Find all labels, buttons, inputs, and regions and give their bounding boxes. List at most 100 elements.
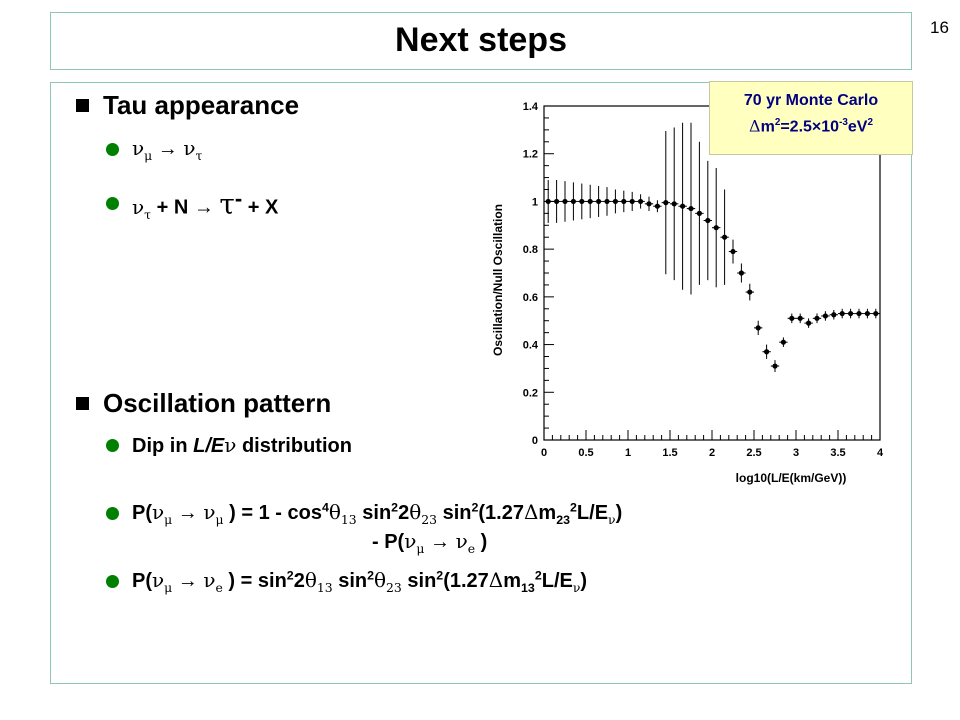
point-marker: [638, 198, 644, 205]
formula-cont: - P(νμ → νe ): [372, 529, 488, 556]
point-marker: [579, 198, 585, 205]
data-point: [838, 308, 847, 319]
dot-bullet-icon: [106, 507, 119, 520]
point-marker: [671, 201, 677, 207]
point-marker: [873, 310, 879, 317]
data-point: [644, 196, 654, 211]
bullet-tau-appearance: Tau appearance: [76, 90, 299, 121]
bullet-formula-mue: P(νμ → νe ) = sin22θ13 sin2θ23 sin2(1.27…: [106, 568, 587, 595]
point-marker: [587, 198, 593, 205]
monte-carlo-annotation: 70 yr Monte Carlo Δm2=2.5×10-3eV2: [709, 81, 913, 155]
y-tick-label: 0.4: [523, 340, 539, 352]
data-point: [779, 337, 788, 347]
square-bullet-icon: [76, 99, 89, 112]
bullet-numu-to-nutau: νμ → ντ: [106, 136, 202, 163]
x-tick-label: 3: [793, 447, 799, 459]
y-tick-label: 1.4: [523, 101, 539, 113]
annotation-line2: Δm2=2.5×10-3eV2: [749, 116, 873, 136]
x-tick-label: 4: [877, 447, 884, 459]
data-point: [720, 189, 729, 285]
bullet-tau-production: ντ + N → τ- + X: [106, 186, 278, 222]
point-marker: [680, 203, 686, 209]
y-tick-label: 0: [532, 435, 538, 447]
tau-heading: Tau appearance: [103, 90, 300, 120]
y-tick-label: 0.8: [523, 244, 538, 256]
data-point: [552, 179, 561, 223]
data-point: [695, 141, 704, 285]
y-tick-label: 0.6: [523, 292, 538, 304]
y-tick-label: 0.2: [523, 387, 538, 399]
dot-bullet-icon: [106, 575, 119, 588]
annotation-line1: 70 yr Monte Carlo: [743, 92, 879, 109]
point-marker: [696, 210, 702, 216]
x-tick-label: 0: [541, 447, 547, 459]
title-box: Next steps: [50, 12, 912, 70]
point-marker: [755, 325, 761, 331]
data-point: [670, 127, 679, 281]
data-point: [678, 122, 687, 290]
formula-continuation: - P(νμ → νe ): [372, 529, 487, 556]
data-point: [829, 309, 838, 320]
point-marker: [713, 225, 719, 231]
data-point: [770, 360, 780, 373]
dip-text: Dip in L/Eν distribution: [132, 433, 352, 457]
x-tick-label: 2: [709, 447, 715, 459]
formula-mue: P(νμ → νe ) = sin22θ13 sin2θ23 sin2(1.27…: [132, 568, 588, 595]
point-marker: [554, 198, 560, 205]
point-marker: [780, 339, 786, 345]
data-point: [737, 263, 746, 283]
point-marker: [839, 310, 845, 317]
data-point: [796, 313, 805, 324]
point-marker: [772, 363, 778, 369]
data-point: [712, 168, 721, 288]
dot-bullet-icon: [106, 197, 119, 211]
dot-bullet-icon: [106, 439, 119, 452]
x-tick-label: 1.5: [662, 447, 677, 459]
point-marker: [856, 310, 862, 317]
y-axis-label: Oscillation/Null Oscillation: [491, 204, 505, 356]
point-marker: [789, 315, 795, 321]
data-point: [745, 283, 754, 301]
point-marker: [545, 198, 551, 205]
data-point: [586, 184, 595, 219]
data-point: [560, 181, 570, 222]
point-marker: [596, 198, 602, 205]
data-point: [686, 122, 696, 295]
bullet-oscillation-pattern: Oscillation pattern: [76, 388, 331, 419]
data-point: [871, 308, 880, 319]
point-marker: [822, 313, 828, 319]
data-point: [661, 131, 670, 275]
data-point: [821, 311, 830, 321]
point-marker: [663, 200, 669, 206]
point-marker: [806, 320, 812, 326]
bullet-formula-mumu: P(νμ → νμ ) = 1 - cos4θ13 sin22θ23 sin2(…: [106, 500, 622, 527]
point-marker: [562, 198, 568, 205]
data-point: [602, 187, 612, 216]
data-point: [762, 344, 771, 359]
point-marker: [747, 289, 753, 295]
point-marker: [797, 315, 803, 321]
data-point: [863, 308, 872, 319]
content-box: [50, 82, 912, 684]
data-point: [728, 239, 738, 264]
point-marker: [621, 198, 627, 205]
formula-mumu: P(νμ → νμ ) = 1 - cos4θ13 sin22θ23 sin2(…: [132, 500, 623, 527]
data-point: [619, 190, 628, 213]
data-point: [812, 313, 822, 324]
point-marker: [730, 248, 736, 255]
square-bullet-icon: [76, 397, 89, 410]
slide-title: Next steps: [395, 21, 567, 59]
point-marker: [688, 205, 694, 212]
x-tick-label: 2.5: [746, 447, 761, 459]
point-marker: [738, 270, 744, 276]
data-point: [804, 318, 813, 328]
point-marker: [654, 203, 660, 209]
point-marker: [629, 198, 635, 205]
data-point: [628, 191, 637, 211]
point-marker: [764, 349, 770, 355]
data-point: [653, 200, 662, 213]
data-point: [569, 182, 578, 221]
data-point: [703, 160, 712, 281]
x-tick-label: 3.5: [830, 447, 845, 459]
point-marker: [848, 310, 854, 317]
